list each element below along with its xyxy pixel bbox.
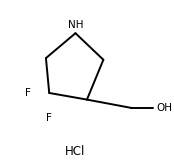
Text: HCl: HCl [65,145,86,158]
Text: NH: NH [68,20,83,30]
Text: F: F [46,113,52,123]
Text: F: F [25,88,31,98]
Text: OH: OH [157,103,173,113]
